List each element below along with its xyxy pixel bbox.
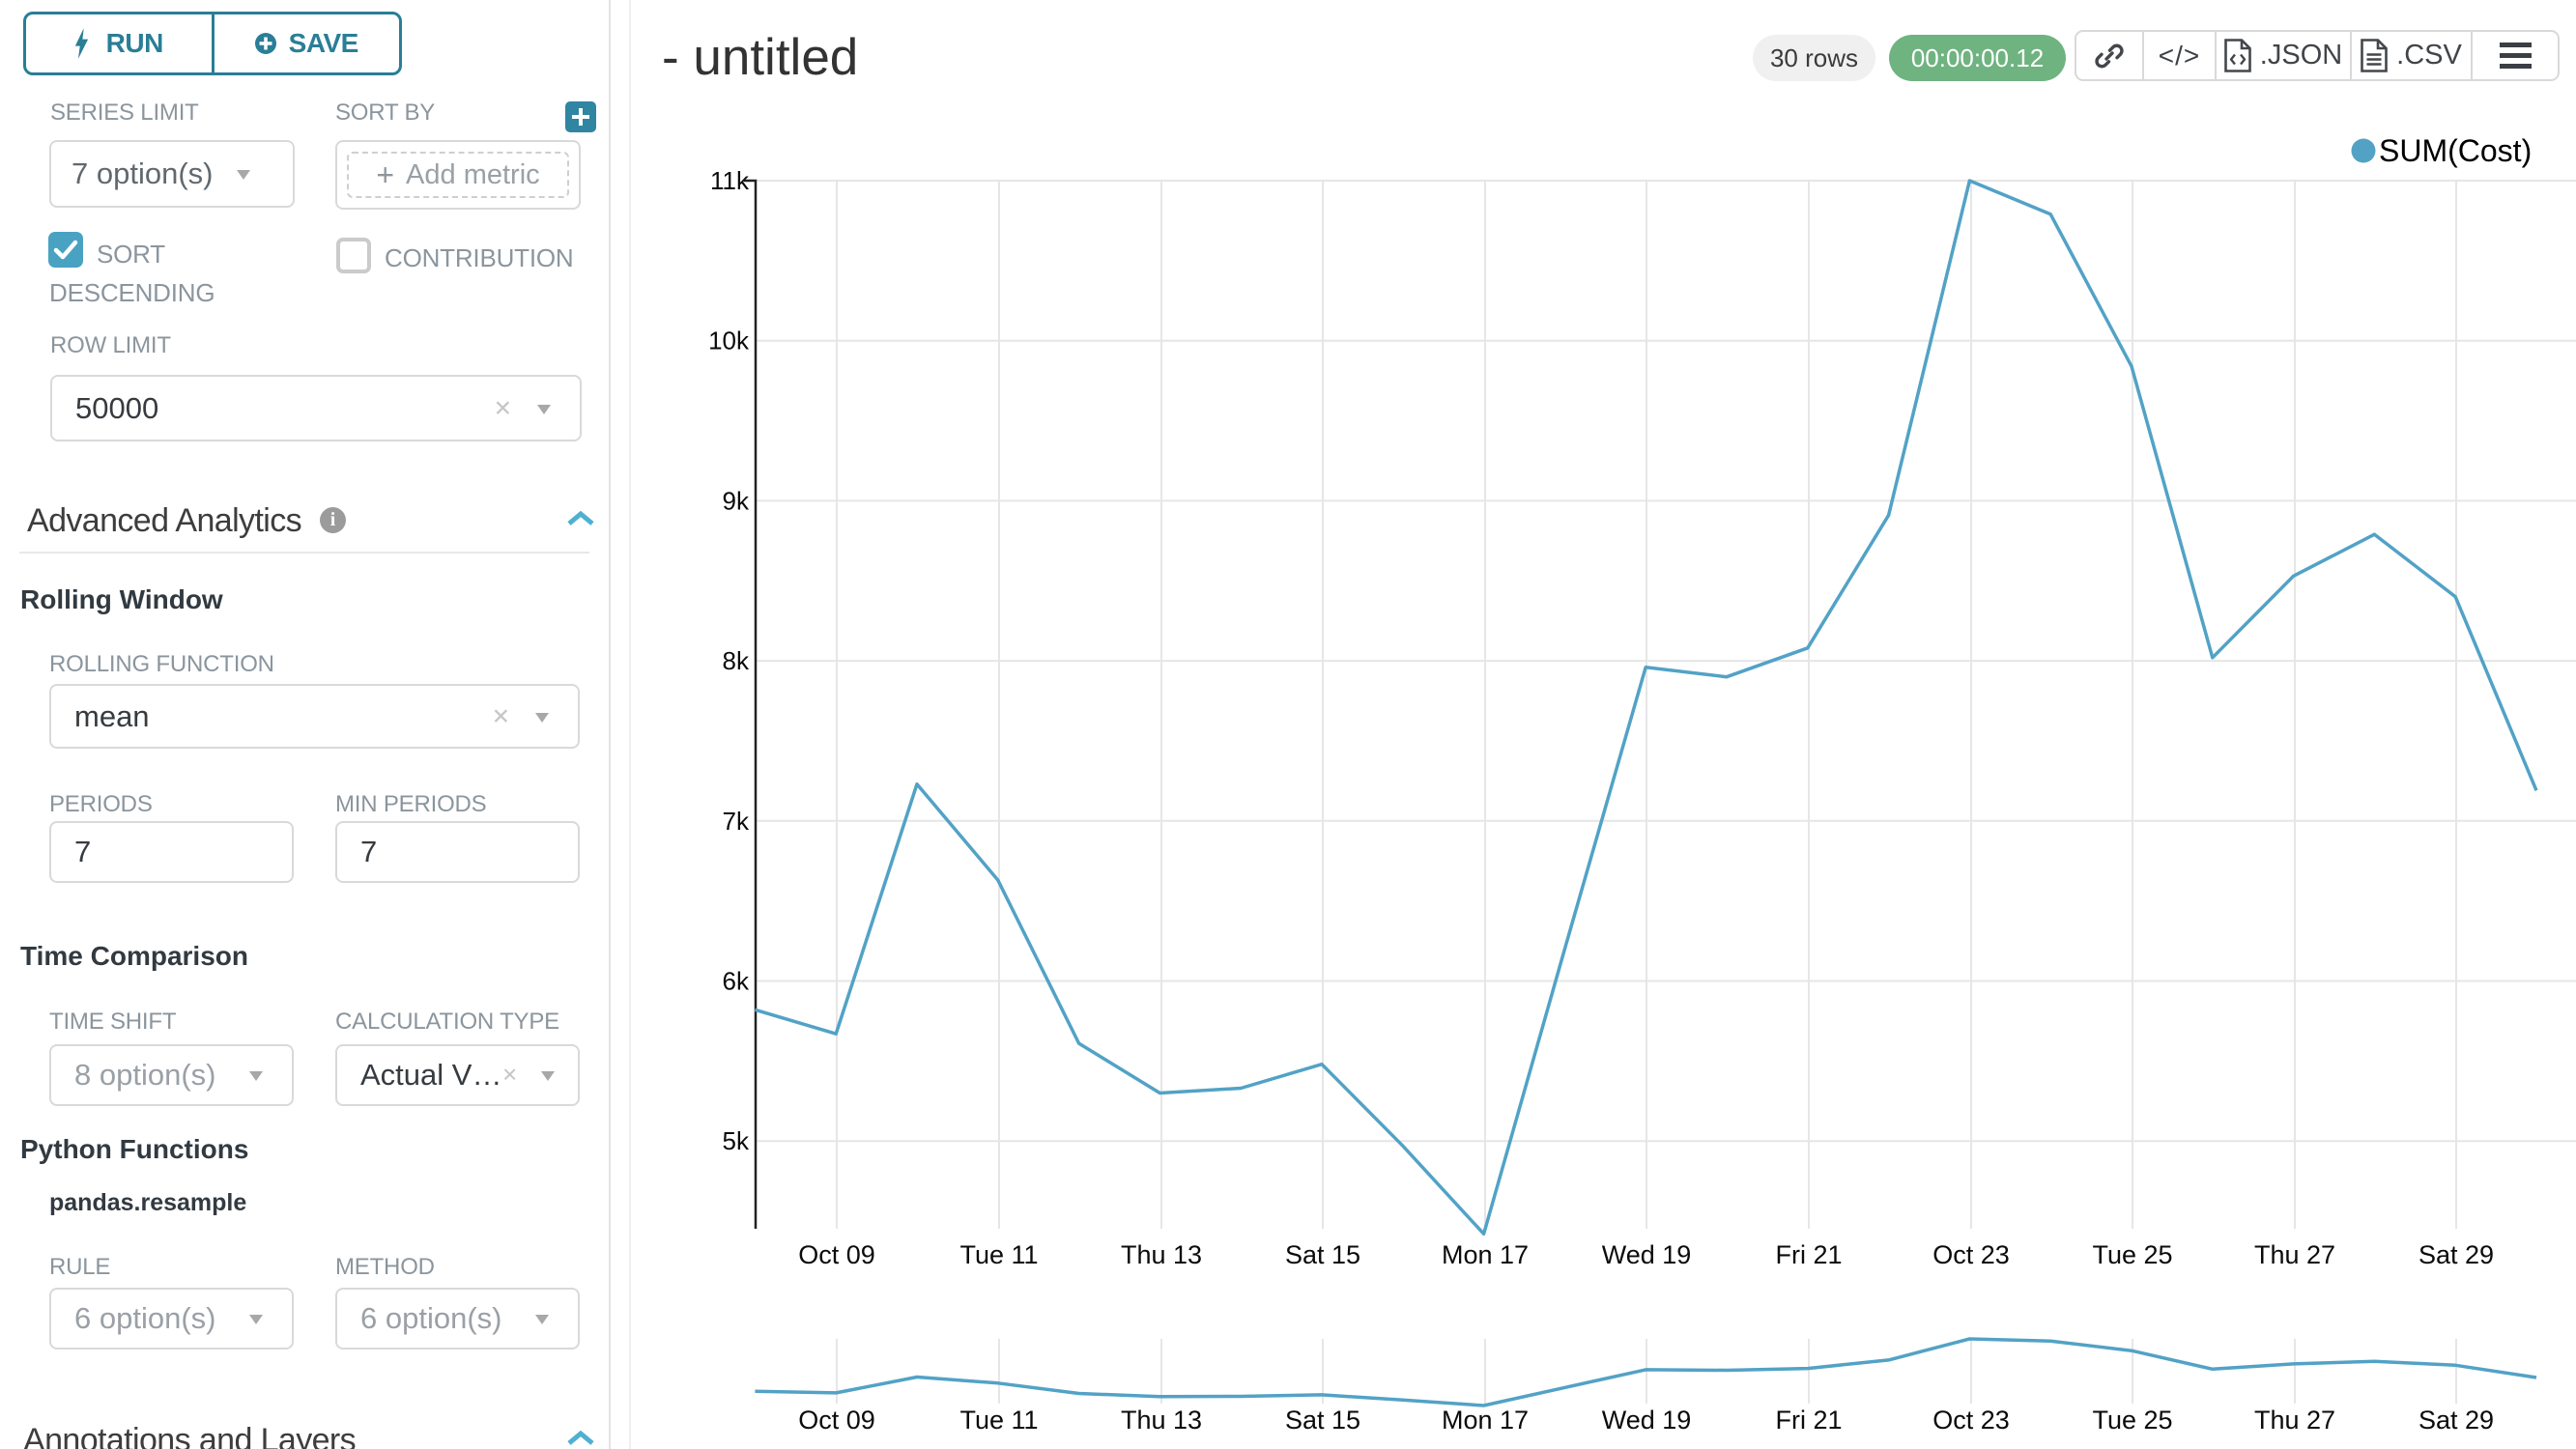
svg-text:Thu 13: Thu 13 <box>1121 1406 1202 1435</box>
svg-text:Mon 17: Mon 17 <box>1442 1406 1529 1435</box>
svg-text:Sat 29: Sat 29 <box>2419 1240 2494 1269</box>
svg-text:9k: 9k <box>723 486 750 515</box>
svg-text:Tue 25: Tue 25 <box>2092 1406 2172 1435</box>
svg-text:SUM(Cost): SUM(Cost) <box>2379 133 2532 168</box>
svg-text:7k: 7k <box>723 807 750 836</box>
svg-text:Thu 27: Thu 27 <box>2254 1240 2335 1269</box>
svg-text:Fri 21: Fri 21 <box>1775 1240 1842 1269</box>
svg-text:6k: 6k <box>723 967 750 996</box>
svg-text:Wed 19: Wed 19 <box>1602 1240 1692 1269</box>
svg-text:Sat 15: Sat 15 <box>1285 1240 1360 1269</box>
svg-text:Wed 19: Wed 19 <box>1602 1406 1692 1435</box>
svg-text:Sat 29: Sat 29 <box>2419 1406 2494 1435</box>
svg-text:5k: 5k <box>723 1126 750 1155</box>
svg-text:Oct 09: Oct 09 <box>798 1406 875 1435</box>
svg-text:Tue 11: Tue 11 <box>959 1406 1038 1435</box>
svg-text:Oct 09: Oct 09 <box>798 1240 875 1269</box>
svg-text:10k: 10k <box>708 327 750 355</box>
svg-text:11k: 11k <box>710 166 750 195</box>
svg-text:8k: 8k <box>723 646 750 675</box>
svg-text:Sat 15: Sat 15 <box>1285 1406 1360 1435</box>
svg-text:Thu 27: Thu 27 <box>2254 1406 2335 1435</box>
svg-text:Mon 17: Mon 17 <box>1442 1240 1529 1269</box>
svg-text:Thu 13: Thu 13 <box>1121 1240 1202 1269</box>
svg-text:Fri 21: Fri 21 <box>1775 1406 1842 1435</box>
svg-text:Tue 25: Tue 25 <box>2092 1240 2172 1269</box>
svg-text:Oct 23: Oct 23 <box>1932 1406 2010 1435</box>
svg-text:Oct 23: Oct 23 <box>1932 1240 2010 1269</box>
svg-text:Tue 11: Tue 11 <box>959 1240 1038 1269</box>
